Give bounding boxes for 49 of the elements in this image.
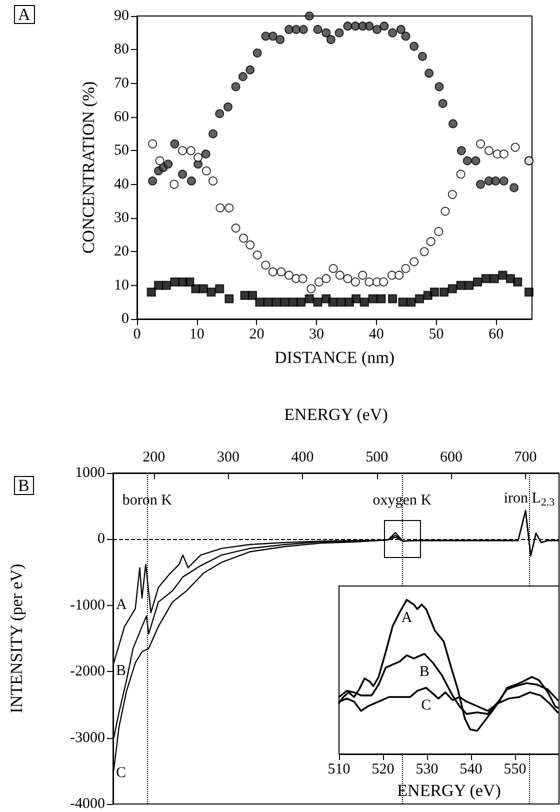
y-tick-label: 30 bbox=[114, 210, 129, 226]
x-tick-label: 400 bbox=[291, 450, 314, 466]
x-tick-label: 20 bbox=[249, 326, 264, 342]
annotation: B bbox=[116, 663, 126, 679]
chart-title: A bbox=[18, 5, 31, 24]
x-tick-label: 700 bbox=[514, 450, 537, 466]
y-tick-label: -1000 bbox=[70, 597, 105, 614]
x-tick-label: 200 bbox=[142, 450, 166, 466]
y-tick-label: 10 bbox=[114, 277, 129, 294]
x-tick-label: 60 bbox=[488, 326, 504, 342]
series-label: C bbox=[421, 698, 432, 714]
y-tick-label: 70 bbox=[114, 75, 129, 92]
x-tick-label: 540 bbox=[460, 762, 482, 778]
y-axis-title: CONCENTRATION (%) bbox=[79, 81, 98, 254]
y-tick-label: 40 bbox=[114, 176, 129, 192]
x-tick-label: 500 bbox=[366, 450, 388, 466]
x-tick-label: 600 bbox=[440, 450, 462, 466]
series-label: A bbox=[401, 610, 412, 626]
y-tick-label: 60 bbox=[114, 109, 129, 125]
x-tick-label: 50 bbox=[428, 326, 444, 342]
y-tick-label: 90 bbox=[114, 8, 129, 24]
y-tick-label: 0 bbox=[122, 311, 129, 327]
x-tick-label: 30 bbox=[309, 326, 324, 342]
x-tick-label: 40 bbox=[368, 326, 384, 342]
x-tick-label: 550 bbox=[504, 762, 526, 778]
ref-line-label: boron K bbox=[122, 492, 172, 508]
x-axis-title: DISTANCE (nm) bbox=[274, 348, 394, 367]
x-tick-label: 0 bbox=[133, 326, 141, 342]
y-tick-label: 20 bbox=[114, 244, 129, 260]
y-axis-title: INTENSITY (per eV) bbox=[7, 564, 26, 714]
y-tick-label: 50 bbox=[114, 142, 129, 159]
x-tick-label: 530 bbox=[416, 762, 438, 778]
series-label: B bbox=[419, 664, 430, 680]
y-tick-label: -3000 bbox=[70, 730, 105, 746]
y-tick-label: 1000 bbox=[75, 465, 105, 481]
x-tick-label: 510 bbox=[328, 762, 350, 778]
ref-line-label: oxygen K bbox=[372, 492, 432, 508]
y-tick-label: 80 bbox=[114, 42, 129, 58]
x-tick-label: 10 bbox=[189, 326, 204, 342]
annotation: C bbox=[116, 765, 126, 781]
y-tick-label: 0 bbox=[98, 531, 105, 548]
y-tick-label: -4000 bbox=[70, 796, 105, 812]
x-axis-title: ENERGY (eV) bbox=[284, 405, 388, 424]
x-tick-label: 520 bbox=[372, 762, 394, 778]
x-tick-label: 300 bbox=[216, 450, 240, 466]
annotation: A bbox=[116, 597, 127, 613]
x-axis-title: ENERGY (eV) bbox=[397, 780, 501, 800]
chart-title: B bbox=[18, 476, 30, 495]
y-tick-label: -2000 bbox=[70, 664, 105, 680]
